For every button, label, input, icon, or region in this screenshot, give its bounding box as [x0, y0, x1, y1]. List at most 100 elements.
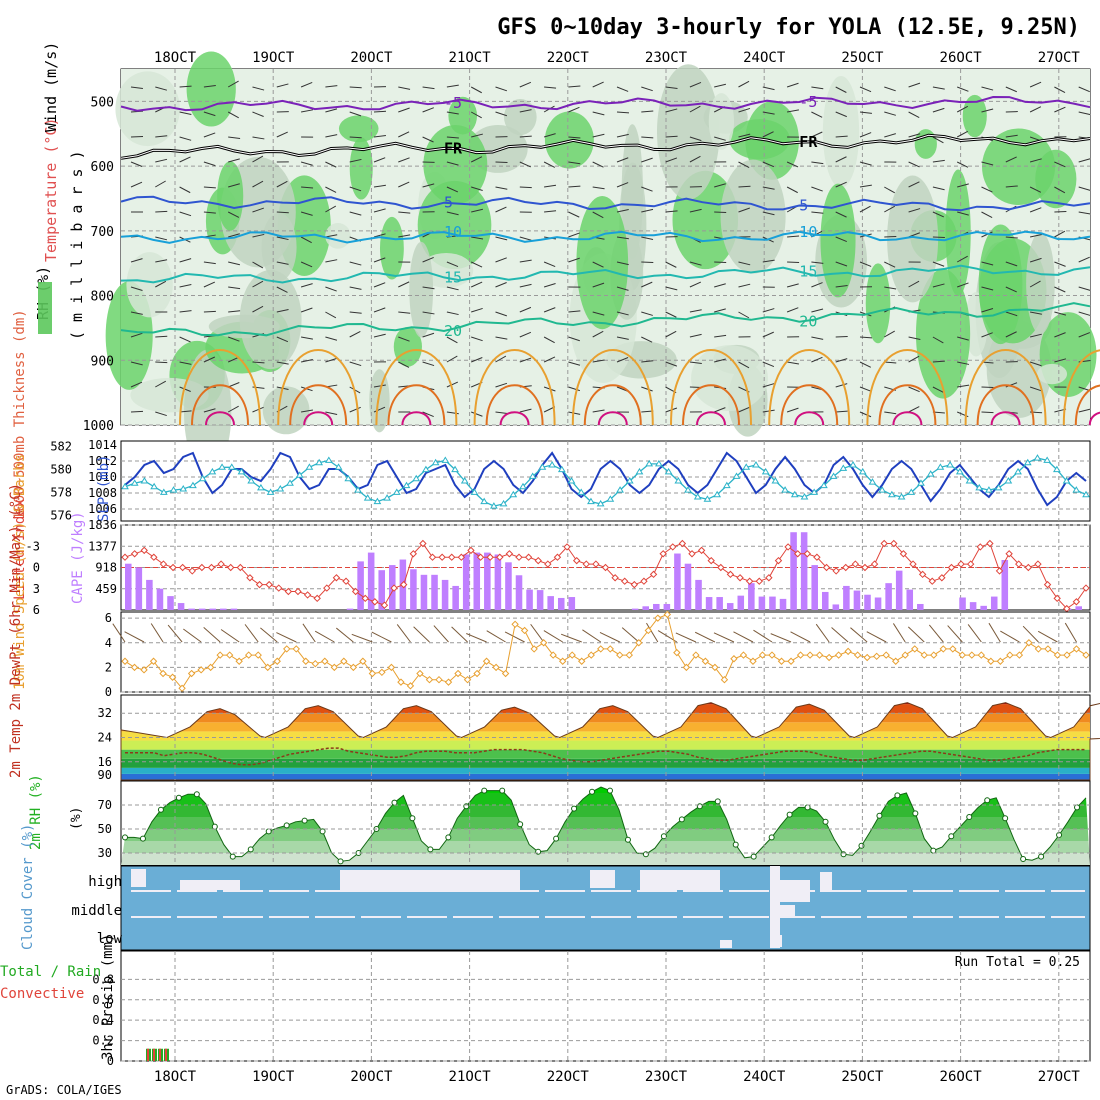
li-marker [803, 550, 812, 558]
li-marker [726, 570, 735, 579]
li-tick: 3 [33, 582, 40, 596]
wind10-barb [260, 627, 278, 643]
li-marker [1082, 584, 1090, 592]
li-marker [284, 587, 293, 596]
wind-barb [325, 286, 337, 292]
wind-barb [908, 406, 920, 413]
wind-barb [884, 133, 896, 138]
wind-barb [349, 261, 362, 266]
li-marker [707, 556, 715, 565]
li-marker [736, 574, 744, 582]
wind10-marker [663, 610, 672, 619]
wind10-marker [359, 657, 367, 665]
wind10-barb [621, 627, 640, 643]
wind-barb [616, 261, 629, 266]
wind-barb [155, 361, 168, 364]
thickness-label: 1000~500mb Thickness (dm) [12, 309, 28, 520]
wind-barb [130, 410, 144, 413]
thickness-marker [936, 463, 945, 470]
wind-barb [155, 236, 168, 241]
isotherm-line [120, 302, 1091, 337]
wind-barb [592, 282, 605, 288]
wind-barb [373, 134, 386, 138]
wind-barb [811, 336, 824, 340]
wind-barb [981, 161, 994, 166]
wind-barb [786, 186, 798, 194]
warm-isotherm [387, 384, 446, 426]
wind-barb [446, 136, 459, 139]
wind-barb [519, 81, 532, 88]
thickness-tick: 580 [50, 463, 72, 477]
thickness-marker [528, 472, 537, 479]
wind-barb [981, 211, 993, 218]
wind-barb [422, 411, 434, 418]
wind-barb [471, 357, 483, 363]
thickness-marker [412, 474, 421, 482]
wind-barb [349, 186, 362, 192]
wind-barb [519, 357, 532, 363]
wind-barb [616, 111, 630, 114]
thickness-marker [169, 486, 178, 493]
wind-barb [835, 181, 847, 188]
li-marker [188, 567, 196, 575]
wind-barb [859, 111, 872, 114]
warm-isotherm [866, 349, 949, 426]
wind-barb [689, 136, 702, 142]
thickness-marker [218, 463, 226, 470]
isotherm-fr-inner [120, 134, 1091, 159]
wind-barb [325, 411, 338, 416]
wind10-marker [302, 657, 310, 665]
wind-barb [130, 311, 143, 315]
lifted-index-label: Lifted Index [12, 499, 28, 600]
wind-barb [981, 411, 994, 414]
wind10-barb [150, 623, 164, 643]
wind-barb [252, 207, 265, 213]
date-label-bottom: 27OCT [1038, 1069, 1081, 1085]
li-marker [524, 553, 533, 561]
wind-barb [665, 108, 678, 113]
li-marker [563, 543, 571, 551]
date-label-top: 27OCT [1038, 50, 1081, 66]
li-marker [842, 563, 850, 572]
rh2m-grid [121, 781, 1090, 865]
date-label-top: 18OCT [154, 50, 197, 66]
wind10-marker [130, 663, 139, 672]
cape-bar [969, 602, 977, 610]
wind-barb [373, 307, 386, 313]
wind-barb [592, 330, 604, 338]
cape-bar [452, 585, 459, 610]
cloud-cover-panel: high middle low Cloud Cover (%) [20, 824, 1091, 951]
wind-barb [155, 180, 166, 188]
wind-barb [1078, 211, 1091, 215]
wind-barb [957, 282, 969, 288]
rh-blob [820, 183, 856, 298]
wind10-marker [654, 614, 662, 622]
cape-bars [125, 532, 1082, 610]
wind10-barb [988, 622, 1001, 643]
thickness-tick: 578 [50, 485, 72, 499]
li-marker [169, 563, 177, 572]
rh2m-marker [876, 812, 883, 819]
footer-credit: GrADS: COLA/IGES [6, 1083, 122, 1097]
wind-barb [203, 356, 216, 363]
rh-blob [186, 51, 236, 127]
precip-panel-frame [120, 950, 1091, 1062]
wind-barb [738, 133, 751, 138]
thickness-marker [208, 467, 217, 475]
li-marker [678, 539, 687, 548]
li-marker [659, 550, 667, 558]
wind-label: Wind (m/s) [42, 42, 60, 132]
cloud-gap [131, 869, 146, 887]
rh-blob [720, 159, 786, 274]
wind10-marker [254, 651, 262, 659]
wind-barb [1029, 280, 1041, 288]
wind-barb [787, 261, 800, 264]
wind10-barb [770, 633, 792, 643]
wind10-barb [112, 623, 126, 643]
wind-barb [155, 411, 167, 417]
wind10-marker [863, 653, 871, 662]
thickness-marker [1033, 454, 1042, 461]
wind10-tick: 6 [105, 611, 112, 625]
cape-bar [769, 596, 776, 610]
wind-barb [1029, 386, 1042, 392]
